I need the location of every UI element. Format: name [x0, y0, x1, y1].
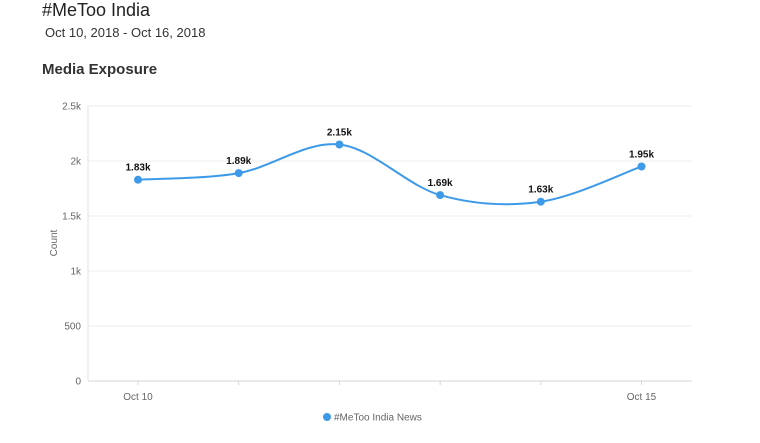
- y-tick-label: 2.5k: [62, 102, 82, 113]
- data-point[interactable]: [536, 197, 545, 206]
- x-tick-label: Oct 15: [627, 392, 657, 403]
- data-label: 1.95k: [629, 150, 654, 161]
- report-title: #MeToo India: [42, 0, 151, 20]
- y-tick-label: 1.5k: [62, 212, 82, 223]
- data-label: 1.63k: [528, 185, 553, 196]
- x-axis-ticks: Oct 10 Oct 15: [123, 381, 657, 403]
- legend[interactable]: #MeToo India News: [323, 413, 422, 424]
- y-tick-label: 0: [75, 377, 81, 388]
- data-point[interactable]: [637, 162, 646, 171]
- data-point[interactable]: [436, 191, 445, 200]
- date-range: Oct 10, 2018 - Oct 16, 2018: [45, 25, 206, 40]
- series-layer: 1.83k 1.89k 2.15k 1.69k 1.63k 1.95k: [125, 128, 654, 206]
- x-tick-label: Oct 10: [123, 392, 153, 403]
- data-label: 1.83k: [125, 163, 150, 174]
- y-axis-label: Count: [49, 229, 60, 256]
- grid-lines: [87, 105, 692, 382]
- section-title: Media Exposure: [42, 61, 158, 78]
- data-label: 1.69k: [428, 178, 453, 189]
- series-line: [137, 143, 642, 206]
- legend-label[interactable]: #MeToo India News: [334, 413, 422, 424]
- legend-marker[interactable]: [323, 413, 331, 421]
- data-point[interactable]: [134, 175, 142, 184]
- data-label: 2.15k: [327, 128, 352, 139]
- y-tick-label: 1k: [70, 267, 82, 278]
- y-tick-label: 500: [64, 322, 81, 333]
- data-point[interactable]: [234, 169, 243, 178]
- y-axis-ticks: 0 500 1k 1.5k 2k 2.5k: [62, 102, 82, 388]
- data-point[interactable]: [335, 140, 344, 149]
- y-tick-label: 2k: [70, 157, 82, 168]
- data-label: 1.89k: [226, 156, 251, 167]
